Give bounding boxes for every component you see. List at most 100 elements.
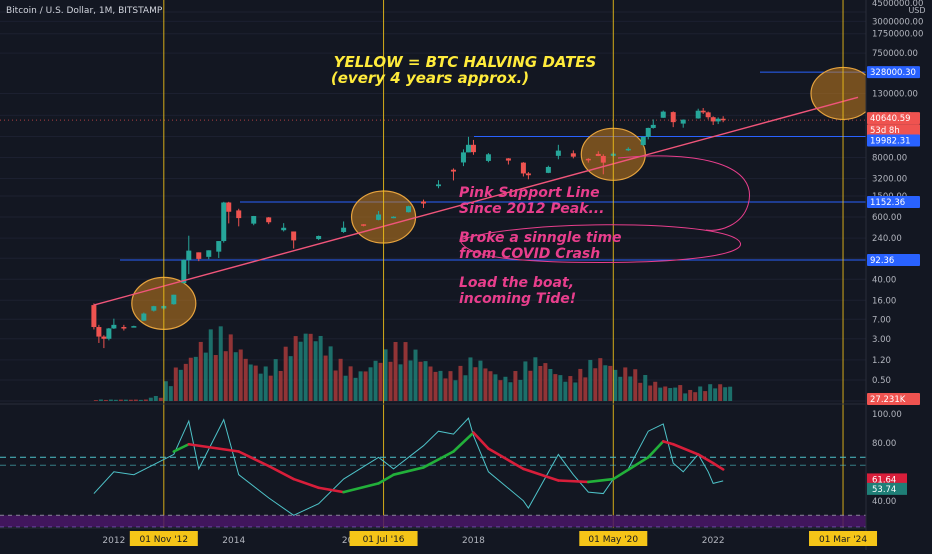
candle-body bbox=[600, 155, 606, 163]
volume-bar bbox=[313, 341, 318, 401]
rsi-ma-segment bbox=[267, 464, 295, 481]
load-line-2: incoming Tide! bbox=[459, 291, 576, 307]
volume-bar bbox=[493, 374, 498, 401]
volume-bar bbox=[633, 369, 638, 401]
time-tick-label: 2022 bbox=[702, 536, 725, 546]
time-tick-label: 2018 bbox=[462, 536, 485, 546]
volume-bar bbox=[378, 362, 383, 401]
volume-bar bbox=[483, 368, 488, 401]
price-tick-label: 4500000.00 bbox=[872, 0, 923, 9]
candle-body bbox=[226, 202, 232, 212]
volume-bar bbox=[538, 365, 543, 401]
volume-bar bbox=[468, 357, 473, 401]
volume-bar bbox=[413, 349, 418, 401]
volume-bar bbox=[573, 382, 578, 401]
halving-date-badge bbox=[129, 531, 198, 546]
rsi-ma-segment bbox=[671, 442, 700, 456]
candle-body bbox=[460, 152, 466, 163]
volume-bar bbox=[388, 361, 393, 401]
price-tick-label: 1.20 bbox=[872, 356, 891, 366]
doodle-oval bbox=[459, 224, 741, 263]
volume-bar bbox=[298, 341, 303, 401]
volume-bar bbox=[583, 377, 588, 401]
volume-bar bbox=[143, 399, 148, 401]
candle-body bbox=[251, 216, 257, 224]
volume-bar bbox=[338, 358, 343, 401]
rsi-ma-segment bbox=[342, 482, 380, 494]
volume-bar bbox=[188, 357, 193, 401]
candle-body bbox=[266, 217, 272, 223]
volume-bar bbox=[128, 399, 133, 401]
volume-bar bbox=[243, 358, 248, 401]
candle-body bbox=[570, 153, 576, 157]
volume-bar bbox=[553, 374, 558, 401]
halving-title: YELLOW = BTC HALVING DATES bbox=[334, 53, 597, 71]
candle-body bbox=[555, 150, 561, 156]
price-badge-current: 40640.59 bbox=[870, 114, 911, 124]
volume-bar bbox=[478, 360, 483, 401]
price-badge-countdown: 53d 8h bbox=[870, 126, 900, 136]
volume-bar bbox=[708, 384, 713, 401]
volume-bar bbox=[613, 369, 618, 401]
price-badge-current-bg bbox=[867, 112, 920, 125]
volume-bar bbox=[658, 387, 663, 401]
volume-bar bbox=[103, 399, 108, 401]
candle-body bbox=[585, 158, 591, 161]
candle-body bbox=[660, 111, 666, 118]
pink-support-line-2: Since 2012 Peak... bbox=[459, 201, 604, 217]
volume-bar bbox=[458, 365, 463, 401]
rsi-tick-label: 40.00 bbox=[872, 497, 896, 507]
volume-bar bbox=[608, 365, 613, 401]
volume-bar bbox=[423, 361, 428, 401]
price-badge-target-bg bbox=[867, 66, 920, 79]
volume-bar bbox=[273, 359, 278, 401]
rsi-ma-segment bbox=[422, 450, 455, 469]
candle-body bbox=[341, 227, 347, 232]
rsi-line bbox=[93, 417, 724, 516]
candle-body bbox=[181, 259, 187, 283]
candle-body bbox=[650, 124, 656, 128]
halving-date-badge bbox=[579, 531, 648, 546]
candle-body bbox=[91, 305, 97, 328]
candle-body bbox=[505, 158, 511, 161]
volume-bar bbox=[268, 375, 273, 401]
time-tick-label: 2012 bbox=[102, 536, 125, 546]
volume-bar bbox=[398, 364, 403, 401]
volume-bar bbox=[518, 379, 523, 401]
volume-bar bbox=[233, 352, 238, 401]
doodle-arrow-top bbox=[617, 155, 750, 231]
rsi-ma-segment bbox=[472, 431, 490, 450]
volume-bar bbox=[643, 374, 648, 401]
candle-body bbox=[705, 112, 711, 118]
currency-label: USD bbox=[908, 6, 925, 15]
candle-body bbox=[465, 144, 471, 153]
price-badge-countdown-bg bbox=[867, 124, 920, 137]
price-tick-label: 16.00 bbox=[872, 296, 896, 306]
volume-bar bbox=[173, 367, 178, 401]
price-tick-label: 240.00 bbox=[872, 234, 902, 244]
volume-bar bbox=[228, 334, 233, 401]
volume-bar bbox=[703, 391, 708, 401]
volume-bar bbox=[698, 386, 703, 401]
volume-bar bbox=[683, 393, 688, 401]
candle-body bbox=[695, 110, 701, 119]
price-axis-bg bbox=[866, 0, 932, 550]
volume-bar bbox=[678, 385, 683, 401]
halving-date-label: 01 Mar '24 bbox=[819, 535, 867, 545]
volume-bar bbox=[283, 346, 288, 401]
rsi-ma-segment bbox=[392, 466, 425, 477]
volume-bar bbox=[138, 399, 143, 401]
time-axis[interactable]: 2012 2014 20 2018 2022 bbox=[102, 536, 724, 546]
volume-bar bbox=[203, 352, 208, 401]
volume-bar bbox=[433, 371, 438, 401]
candle-body bbox=[421, 201, 427, 204]
volume-bar bbox=[153, 396, 158, 401]
volume-bar bbox=[523, 361, 528, 401]
volume-bar bbox=[323, 355, 328, 401]
volume-bar bbox=[568, 376, 573, 401]
candle-body bbox=[96, 327, 102, 337]
volume-bar bbox=[333, 370, 338, 401]
